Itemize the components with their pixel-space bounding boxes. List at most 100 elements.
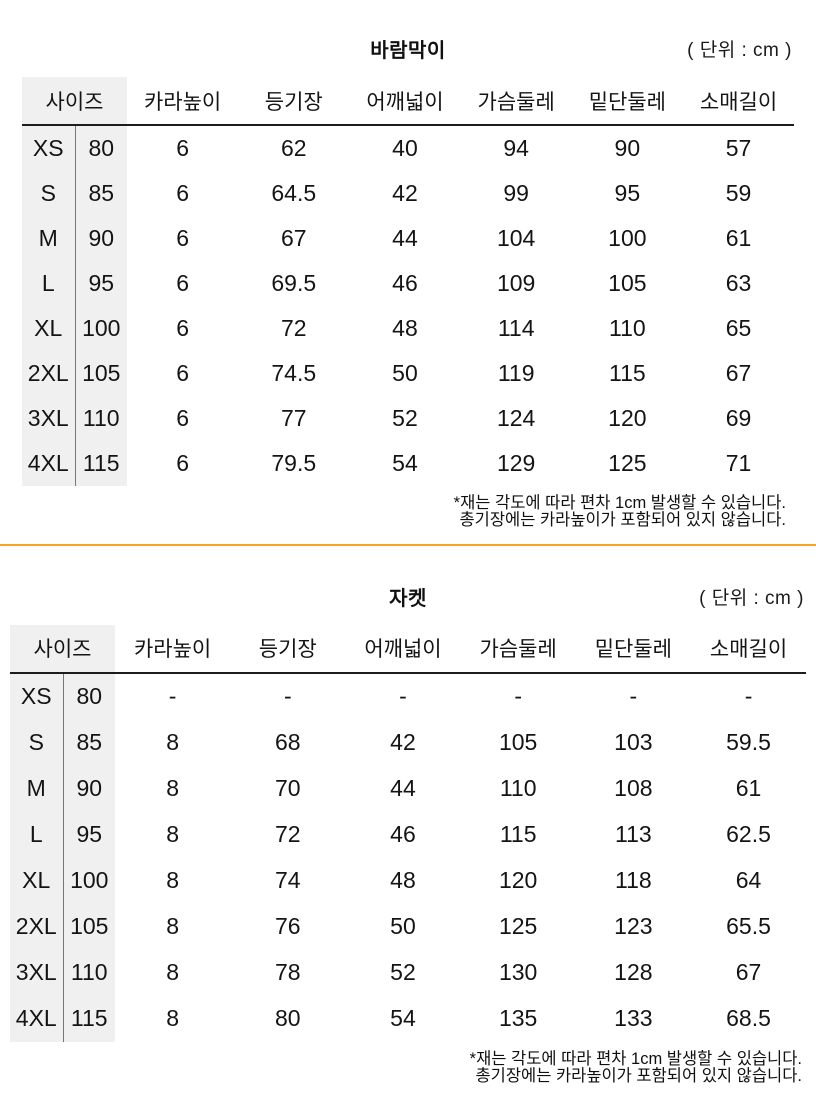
size-number-cell: 95 <box>63 811 115 858</box>
footnote-line1: *재는 각도에 따라 편차 1cm 발생할 수 있습니다. <box>469 1049 802 1068</box>
measure-value-cell: 50 <box>349 351 461 396</box>
size-number-cell: 90 <box>63 765 115 812</box>
measure-value-cell: 123 <box>575 903 691 950</box>
measure-value-cell: 67 <box>690 949 807 996</box>
measure-value-cell: - <box>690 672 807 720</box>
measure-value-cell: 46 <box>349 261 461 306</box>
measure-value-cell: 8 <box>115 903 231 950</box>
measure-value-cell: 133 <box>575 995 691 1042</box>
measure-column-header: 어깨넓이 <box>345 624 461 674</box>
section-divider <box>0 543 816 546</box>
measure-column-header: 등기장 <box>238 77 350 126</box>
table-row: L 95 6 69.5 46 109 105 63 <box>22 261 795 306</box>
measure-value-cell: 42 <box>345 719 461 766</box>
size-label-cell: XS <box>10 672 64 720</box>
measure-value-cell: 120 <box>571 396 683 441</box>
size-label-cell: 3XL <box>10 949 64 996</box>
measure-value-cell: 74 <box>230 857 346 904</box>
measure-value-cell: 95 <box>571 171 683 216</box>
measure-value-cell: 57 <box>682 125 795 171</box>
measure-value-cell: 6 <box>127 261 239 306</box>
measure-value-cell: - <box>115 672 231 720</box>
measure-value-cell: 90 <box>571 125 683 171</box>
measure-value-cell: 130 <box>460 949 576 996</box>
measure-value-cell: 40 <box>349 125 461 171</box>
measure-column-header: 가슴둘레 <box>460 77 572 126</box>
measure-value-cell: 135 <box>460 995 576 1042</box>
size-label-cell: XL <box>22 306 76 351</box>
measure-value-cell: 65.5 <box>690 903 807 950</box>
measure-value-cell: 74.5 <box>238 351 350 396</box>
measure-value-cell: 48 <box>349 306 461 351</box>
measure-value-cell: 109 <box>460 261 572 306</box>
measure-value-cell: 68.5 <box>690 995 807 1042</box>
table-row: XS 80- - - - - - <box>10 672 807 720</box>
measure-column-header: 카라높이 <box>115 624 231 674</box>
measure-value-cell: 128 <box>575 949 691 996</box>
size-label-cell: 4XL <box>10 995 64 1042</box>
unit-label: ( 단위 : cm ) <box>699 587 804 609</box>
measure-value-cell: 104 <box>460 216 572 261</box>
measure-value-cell: 6 <box>127 306 239 351</box>
measure-value-cell: 120 <box>460 857 576 904</box>
footnote-line1: *재는 각도에 따라 편차 1cm 발생할 수 있습니다. <box>453 494 786 512</box>
measure-value-cell: 61 <box>690 765 807 812</box>
measure-value-cell: 80 <box>230 995 346 1042</box>
table-row: XL 100 6 72 48 114 110 65 <box>22 306 795 351</box>
measure-value-cell: 110 <box>460 765 576 812</box>
size-number-cell: 115 <box>75 441 127 486</box>
size-number-cell: 105 <box>75 351 127 396</box>
size-number-cell: 105 <box>63 903 115 950</box>
size-label-cell: L <box>10 811 64 858</box>
measure-value-cell: 78 <box>230 949 346 996</box>
measure-column-header: 소매길이 <box>682 77 795 126</box>
measure-value-cell: 54 <box>349 441 461 486</box>
measure-value-cell: 113 <box>575 811 691 858</box>
measure-value-cell: 79.5 <box>238 441 350 486</box>
size-label-cell: 2XL <box>22 351 76 396</box>
size-label-cell: 2XL <box>10 903 64 950</box>
measure-value-cell: 6 <box>127 396 239 441</box>
size-label-cell: M <box>10 765 64 812</box>
measure-value-cell: 119 <box>460 351 572 396</box>
measure-value-cell: 52 <box>345 949 461 996</box>
measure-column-header: 밑단둘레 <box>575 624 691 674</box>
measure-value-cell: 6 <box>127 125 239 171</box>
jacket-size-section: 자켓 ( 단위 : cm ) 사이즈 카라높이 등기장 어깨넓이 가슴둘레 밑단둘레 소매길… <box>0 546 816 1086</box>
size-number-cell: 100 <box>75 306 127 351</box>
table-row: 4XL 115 6 79.5 54 129 125 71 <box>22 441 795 486</box>
measure-value-cell: 105 <box>460 719 576 766</box>
measure-column-header: 카라높이 <box>127 77 239 126</box>
measure-value-cell: 8 <box>115 811 231 858</box>
measure-value-cell: 61 <box>682 216 795 261</box>
measure-value-cell: 124 <box>460 396 572 441</box>
measure-value-cell: - <box>345 672 461 720</box>
table-row: L 95 8 72 46 115 113 62.5 <box>10 811 807 858</box>
table-row: M 90 6 67 44 104 100 61 <box>22 216 795 261</box>
measure-value-cell: 6 <box>127 351 239 396</box>
measure-value-cell: 94 <box>460 125 572 171</box>
table-row: 2XL 105 6 74.5 50 119 115 67 <box>22 351 795 396</box>
size-number-cell: 100 <box>63 857 115 904</box>
size-column-header: 사이즈 <box>22 77 127 126</box>
measure-value-cell: 100 <box>571 216 683 261</box>
measure-value-cell: 64 <box>690 857 807 904</box>
footnote-line2: 총기장에는 카라높이가 포함되어 있지 않습니다. <box>459 511 786 530</box>
measure-value-cell: 62 <box>238 125 350 171</box>
measure-value-cell: 6 <box>127 171 239 216</box>
size-label-cell: 4XL <box>22 441 76 486</box>
measure-value-cell: 48 <box>345 857 461 904</box>
measure-value-cell: - <box>575 672 691 720</box>
measure-value-cell: 99 <box>460 171 572 216</box>
header-row: 사이즈 카라높이 등기장 어깨넓이 가슴둘레 밑단둘레 소매길이 <box>22 77 795 126</box>
measure-column-header: 밑단둘레 <box>571 77 683 126</box>
jacket-size-table: 사이즈 카라높이 등기장 어깨넓이 가슴둘레 밑단둘레 소매길이 XS 80- - - - - - S 85 8… <box>10 624 807 1042</box>
measure-value-cell: 129 <box>460 441 572 486</box>
measure-value-cell: 103 <box>575 719 691 766</box>
windbreaker-footnotes: *재는 각도에 따라 편차 1cm 발생할 수 있습니다. 총기장에는 카라높이… <box>0 494 816 530</box>
measure-value-cell: - <box>230 672 346 720</box>
measure-value-cell: 65 <box>682 306 795 351</box>
size-number-cell: 90 <box>75 216 127 261</box>
measure-value-cell: 6 <box>127 441 239 486</box>
windbreaker-size-section: 바람막이 ( 단위 : cm ) 사이즈 카라높이 등기장 어깨넓이 가슴둘레 밑단둘레 소… <box>0 0 816 530</box>
